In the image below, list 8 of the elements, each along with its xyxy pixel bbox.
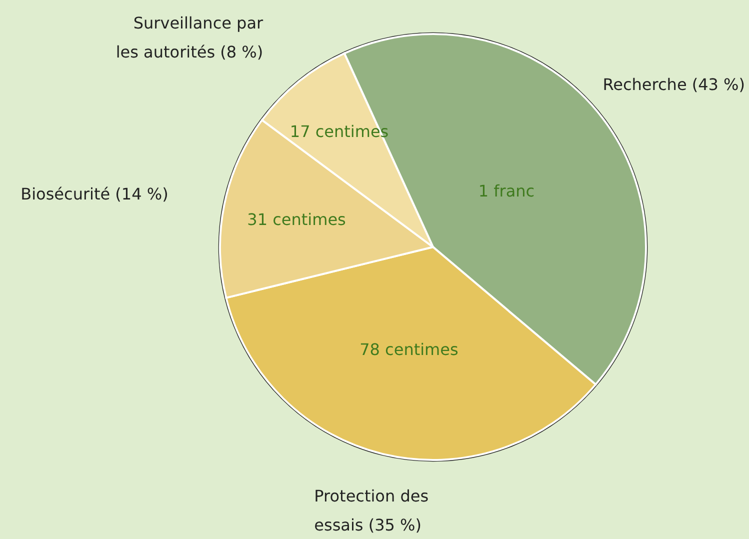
- slice-label: Protection des essais (35 %): [314, 486, 429, 534]
- text: 1 franc: [478, 182, 535, 201]
- text: 31 centimes: [247, 210, 346, 229]
- slice-label: Recherche (43 %): [602, 74, 745, 94]
- text: 17 centimes: [290, 122, 389, 141]
- slice-label: Biosécurité (14 %): [20, 184, 168, 204]
- slice-label: Surveillance par les autorités (8 %): [116, 13, 264, 62]
- text: 78 centimes: [360, 340, 458, 359]
